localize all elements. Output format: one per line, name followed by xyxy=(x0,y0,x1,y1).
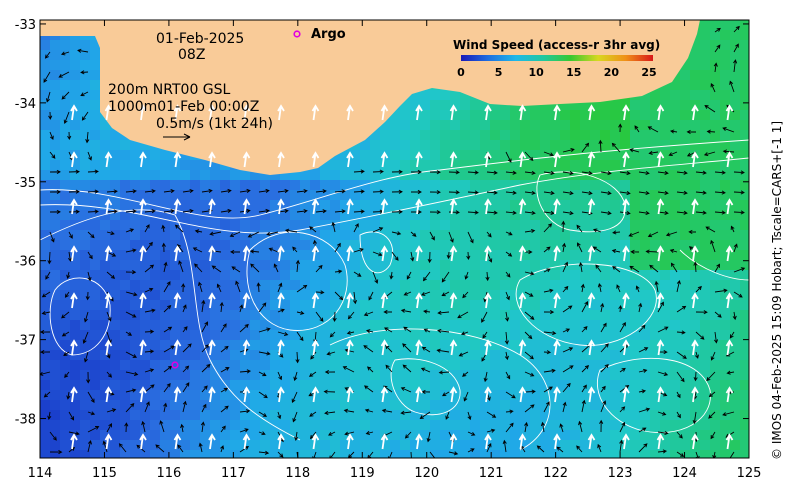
map-area xyxy=(40,20,749,458)
contour-3 xyxy=(359,231,394,274)
contour-11 xyxy=(679,249,749,281)
date-label: 01-Feb-2025 xyxy=(156,31,244,47)
colorbar-tick-15: 15 xyxy=(566,66,581,79)
y-tick--35: -35 xyxy=(15,176,36,191)
colorbar-tick-5: 5 xyxy=(495,66,503,79)
plot-frame xyxy=(39,19,750,459)
x-tick-114: 114 xyxy=(28,466,53,481)
colorbar-tick-25: 25 xyxy=(641,66,656,79)
scale-label: 0.5m/s (1kt 24h) xyxy=(156,116,273,132)
y-tick--34: -34 xyxy=(15,97,36,112)
time-label: 08Z xyxy=(178,47,205,63)
colorbar-tick-20: 20 xyxy=(604,66,620,79)
colorbar-title: Wind Speed (access-r 3hr avg) xyxy=(453,38,660,52)
scale-arrow xyxy=(163,133,191,141)
contour-10 xyxy=(40,157,749,234)
contour-6 xyxy=(515,263,657,346)
y-tick--37: -37 xyxy=(15,334,36,349)
y-tick--38: -38 xyxy=(15,413,36,428)
x-tick-116: 116 xyxy=(156,466,181,481)
argo-legend-marker xyxy=(293,30,301,38)
x-axis: 114 115 116 117 118 119 120 121 122 123 124 125 xyxy=(28,20,762,481)
depth-info-line-2: 1000m01-Feb 00:00Z xyxy=(108,99,259,115)
y-axis: -33 -34 -35 -36 -37 -38 xyxy=(15,18,749,428)
colorbar-tick-0: 0 xyxy=(457,66,465,79)
contour-7 xyxy=(596,357,711,434)
x-tick-124: 124 xyxy=(672,466,697,481)
contour-0 xyxy=(40,209,301,441)
colorbar: Wind Speed (access-r 3hr avg) 0 5 10 15 20 25 xyxy=(453,38,660,79)
y-tick--36: -36 xyxy=(15,255,36,270)
colorbar-tick-10: 10 xyxy=(529,66,545,79)
x-tick-121: 121 xyxy=(479,466,504,481)
argo-label: Argo xyxy=(311,27,346,42)
contour-4 xyxy=(390,358,461,416)
argo-float-marker xyxy=(171,361,179,369)
credit-text: © IMOS 04-Feb-2025 15:09 Hobart; Tscale=… xyxy=(770,120,784,460)
contour-1 xyxy=(49,277,111,356)
x-tick-119: 119 xyxy=(350,466,375,481)
x-tick-122: 122 xyxy=(543,466,568,481)
x-tick-120: 120 xyxy=(414,466,439,481)
x-tick-118: 118 xyxy=(285,466,310,481)
contour-5 xyxy=(536,171,626,233)
x-tick-125: 125 xyxy=(737,466,762,481)
y-tick--33: -33 xyxy=(15,18,36,33)
x-tick-123: 123 xyxy=(608,466,633,481)
x-tick-115: 115 xyxy=(92,466,117,481)
contour-2 xyxy=(246,231,348,331)
contour-lines xyxy=(40,139,749,451)
colorbar-ramp xyxy=(461,55,653,61)
x-tick-117: 117 xyxy=(221,466,246,481)
wind-arrows xyxy=(70,104,734,450)
contour-8 xyxy=(329,328,551,451)
contour-9 xyxy=(40,139,749,219)
depth-info-line-1: 200m NRT00 GSL xyxy=(108,82,231,98)
